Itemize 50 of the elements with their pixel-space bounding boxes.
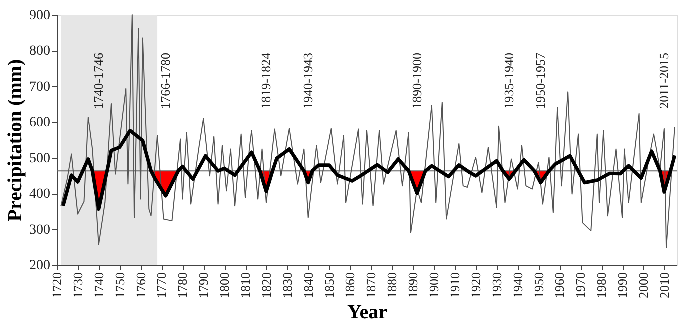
annotation: 1940-1943 (300, 53, 316, 110)
x-tick-label: 1950 (531, 272, 546, 298)
y-tick-label: 400 (30, 187, 50, 202)
x-tick-label: 1830 (280, 272, 295, 298)
x-tick-label: 1810 (238, 272, 254, 298)
annotation: 1819-1824 (258, 52, 274, 110)
x-tick-label: 1720 (50, 272, 64, 298)
y-tick-label: 700 (30, 80, 50, 95)
x-tick-label: 1820 (258, 272, 274, 298)
x-tick-label: 1960 (552, 272, 568, 298)
x-tick-label: 1750 (112, 272, 128, 298)
x-axis-title: Year (348, 302, 388, 324)
y-tick-label: 600 (30, 116, 50, 131)
x-tick-label: 2000 (636, 272, 651, 298)
x-tick-label: 2010 (656, 272, 672, 298)
y-tick-label: 900 (30, 8, 50, 24)
x-tick-label: 1890 (406, 272, 421, 298)
x-tick-label: 1760 (133, 272, 148, 298)
y-tick-label: 500 (30, 151, 50, 166)
line-series (62, 128, 677, 212)
x-tick-label: 1980 (594, 272, 610, 298)
x-tick-label: 1990 (615, 272, 630, 298)
x-tick-label: 1870 (364, 272, 379, 298)
x-tick-label: 1910 (447, 272, 462, 298)
y-axis-title: Precipitation (mm) (4, 59, 26, 222)
x-tick-label: 1880 (384, 272, 400, 298)
annotation: 1766-1780 (158, 53, 173, 110)
annotation: 1935-1940 (501, 53, 516, 110)
annotation: 1890-1900 (409, 53, 424, 110)
line-series (60, 14, 676, 248)
x-tick-label: 1800 (217, 272, 232, 298)
y-tick-label: 800 (30, 44, 50, 60)
y-tick-label: 300 (30, 222, 50, 238)
x-tick-label: 1730 (70, 272, 86, 298)
x-tick-label: 1790 (196, 272, 212, 298)
y-tick-label: 200 (30, 258, 50, 274)
x-tick-label: 1920 (468, 272, 484, 298)
x-tick-label: 1740 (91, 272, 106, 298)
x-tick-label: 1770 (154, 272, 170, 298)
x-tick-label: 1780 (175, 272, 190, 298)
x-tick-label: 1850 (322, 272, 337, 298)
annotation: 1950-1957 (532, 52, 548, 110)
x-tick-label: 1840 (300, 272, 316, 298)
annotation: 1740-1746 (90, 52, 106, 110)
x-tick-label: 1930 (489, 272, 504, 298)
x-tick-label: 1900 (426, 272, 442, 298)
annotation: 2011-2015 (656, 53, 672, 109)
x-tick-label: 1940 (510, 272, 526, 298)
x-tick-label: 1860 (342, 272, 358, 298)
x-tick-label: 1970 (573, 272, 588, 298)
